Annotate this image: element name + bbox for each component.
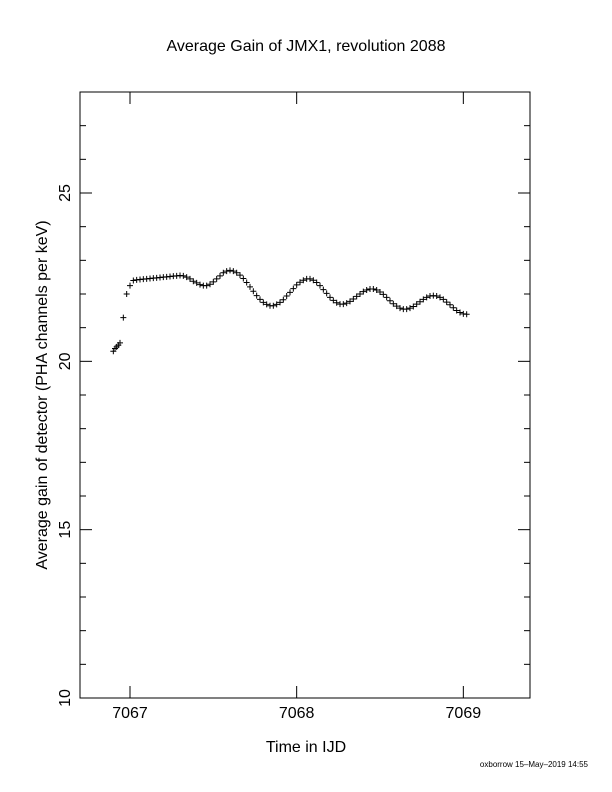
- marker: [463, 311, 470, 318]
- marker: [280, 296, 287, 303]
- y-tick-label: 10: [57, 689, 74, 707]
- y-tick-label: 25: [57, 184, 74, 202]
- marker: [447, 301, 453, 308]
- marker: [187, 275, 193, 282]
- marker: [240, 275, 247, 282]
- marker: [320, 286, 327, 293]
- marker: [213, 275, 220, 282]
- marker: [347, 298, 353, 305]
- marker: [223, 268, 230, 275]
- marker: [383, 294, 390, 301]
- marker: [397, 305, 403, 312]
- marker: [327, 294, 333, 301]
- marker: [193, 279, 200, 286]
- marker: [387, 297, 393, 304]
- marker: [330, 297, 337, 304]
- marker: [250, 288, 257, 295]
- y-tick-label: 20: [57, 352, 74, 370]
- marker: [357, 291, 363, 297]
- marker: [210, 278, 217, 285]
- marker: [273, 301, 280, 308]
- x-tick-label: 7068: [279, 705, 315, 722]
- marker: [313, 279, 320, 286]
- marker: [253, 292, 260, 299]
- marker: [117, 339, 123, 346]
- marker: [290, 285, 297, 292]
- marker: [257, 296, 263, 303]
- chart-title: Average Gain of JMX1, revolution 2088: [167, 38, 446, 55]
- marker: [363, 286, 370, 293]
- y-axis-label: Average gain of detector (PHA channels p…: [34, 220, 51, 569]
- marker: [443, 299, 450, 306]
- marker: [457, 309, 463, 316]
- marker: [340, 301, 347, 308]
- marker: [310, 277, 317, 284]
- marker: [450, 304, 457, 311]
- marker: [417, 298, 423, 305]
- marker: [227, 267, 233, 274]
- marker: [293, 281, 300, 288]
- marker: [343, 300, 350, 307]
- marker: [270, 302, 277, 309]
- marker: [220, 269, 227, 276]
- x-axis-label: Time in IJD: [266, 739, 346, 756]
- marker: [360, 288, 367, 295]
- marker: [300, 277, 307, 284]
- marker: [377, 288, 383, 295]
- marker: [433, 293, 440, 300]
- marker: [180, 272, 187, 279]
- marker: [130, 277, 137, 284]
- marker: [237, 272, 243, 279]
- marker: [380, 291, 387, 298]
- marker: [197, 281, 203, 288]
- marker: [370, 285, 377, 292]
- marker: [243, 279, 250, 286]
- marker: [277, 299, 283, 306]
- marker: [440, 296, 447, 303]
- x-tick-label: 7069: [446, 705, 482, 722]
- marker: [407, 305, 413, 312]
- marker: [247, 283, 253, 290]
- marker: [420, 296, 427, 303]
- marker: [393, 303, 400, 310]
- marker: [190, 278, 197, 285]
- marker: [233, 269, 240, 276]
- marker: [297, 279, 303, 286]
- marker: [410, 303, 417, 310]
- marker: [207, 281, 213, 288]
- marker: [323, 290, 330, 297]
- marker: [203, 282, 210, 289]
- marker: [373, 286, 380, 293]
- marker: [423, 294, 430, 301]
- marker: [437, 294, 443, 301]
- marker: [183, 274, 190, 281]
- marker: [260, 299, 267, 306]
- marker: [390, 300, 397, 307]
- marker: [120, 314, 127, 321]
- footer: oxborrow 15–May–2019 14:55: [480, 760, 589, 769]
- marker: [123, 291, 130, 297]
- marker: [413, 301, 420, 308]
- marker: [230, 268, 237, 275]
- x-tick-label: 7067: [112, 705, 148, 722]
- marker: [263, 301, 270, 308]
- marker: [127, 282, 133, 289]
- marker: [453, 307, 460, 314]
- marker: [217, 272, 223, 279]
- plot-frame: [79, 91, 531, 699]
- marker: [350, 296, 357, 303]
- marker: [403, 306, 410, 313]
- marker: [317, 282, 323, 289]
- marker: [333, 299, 340, 306]
- marker: [287, 289, 293, 296]
- marker: [307, 275, 313, 282]
- y-tick-label: 15: [57, 521, 74, 539]
- marker: [353, 293, 360, 300]
- marker: [283, 293, 290, 300]
